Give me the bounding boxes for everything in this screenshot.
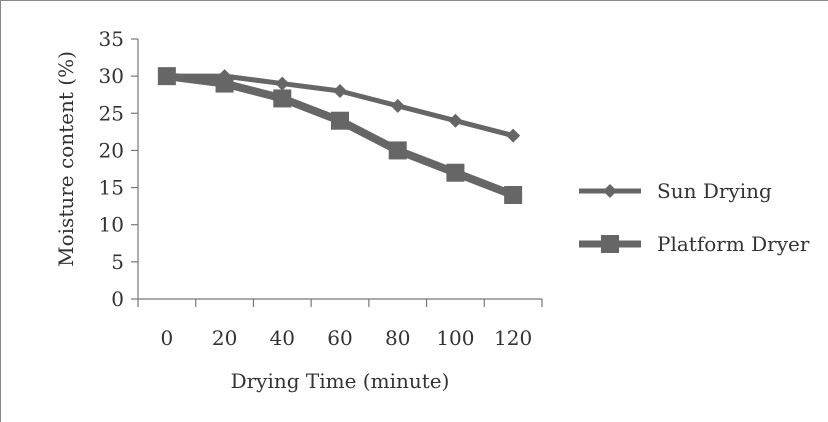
x-tick-label: 0 bbox=[160, 326, 173, 350]
legend-marker-square bbox=[601, 235, 619, 253]
data-point-square bbox=[331, 111, 349, 130]
x-axis-ticks: 0 20 40 60 80 100 120 bbox=[137, 299, 543, 350]
legend: Sun Drying Platform Dryer bbox=[579, 179, 810, 256]
y-axis-ticks: 0 5 10 15 20 25 30 35 bbox=[99, 27, 138, 311]
data-point-square bbox=[388, 141, 407, 160]
x-tick-label: 120 bbox=[494, 326, 532, 350]
data-point-diamond bbox=[333, 84, 347, 98]
y-axis-title: Moisture content (%) bbox=[54, 51, 78, 267]
y-tick-label: 35 bbox=[99, 27, 124, 51]
axes bbox=[137, 39, 542, 300]
y-tick-label: 30 bbox=[99, 64, 124, 88]
data-point-diamond bbox=[448, 113, 463, 128]
y-tick-label: 20 bbox=[99, 138, 124, 162]
legend-marker-diamond bbox=[603, 184, 617, 198]
data-point-square bbox=[504, 186, 523, 204]
y-tick-label: 0 bbox=[111, 287, 124, 311]
data-point-square bbox=[157, 67, 176, 86]
series-layer bbox=[157, 67, 523, 204]
series-platform-dryer bbox=[157, 67, 523, 204]
data-point-square bbox=[273, 89, 292, 108]
legend-label: Platform Dryer bbox=[657, 232, 810, 256]
x-tick-label: 40 bbox=[270, 326, 295, 350]
x-tick-label: 80 bbox=[385, 326, 410, 350]
x-tick-label: 60 bbox=[327, 326, 352, 350]
legend-item: Platform Dryer bbox=[579, 232, 810, 256]
y-tick-label: 10 bbox=[99, 213, 124, 237]
y-tick-label: 15 bbox=[99, 176, 124, 200]
legend-label: Sun Drying bbox=[657, 179, 772, 203]
y-tick-label: 5 bbox=[111, 250, 124, 274]
data-point-diamond bbox=[506, 128, 521, 143]
data-point-square bbox=[215, 74, 234, 93]
y-tick-label: 25 bbox=[99, 101, 124, 125]
data-point-square bbox=[446, 163, 465, 182]
data-point-diamond bbox=[275, 76, 290, 91]
x-tick-label: 100 bbox=[436, 326, 474, 350]
x-axis-title: Drying Time (minute) bbox=[231, 369, 450, 393]
data-point-diamond bbox=[390, 98, 405, 113]
legend-item: Sun Drying bbox=[579, 179, 772, 203]
x-tick-label: 20 bbox=[212, 326, 237, 350]
